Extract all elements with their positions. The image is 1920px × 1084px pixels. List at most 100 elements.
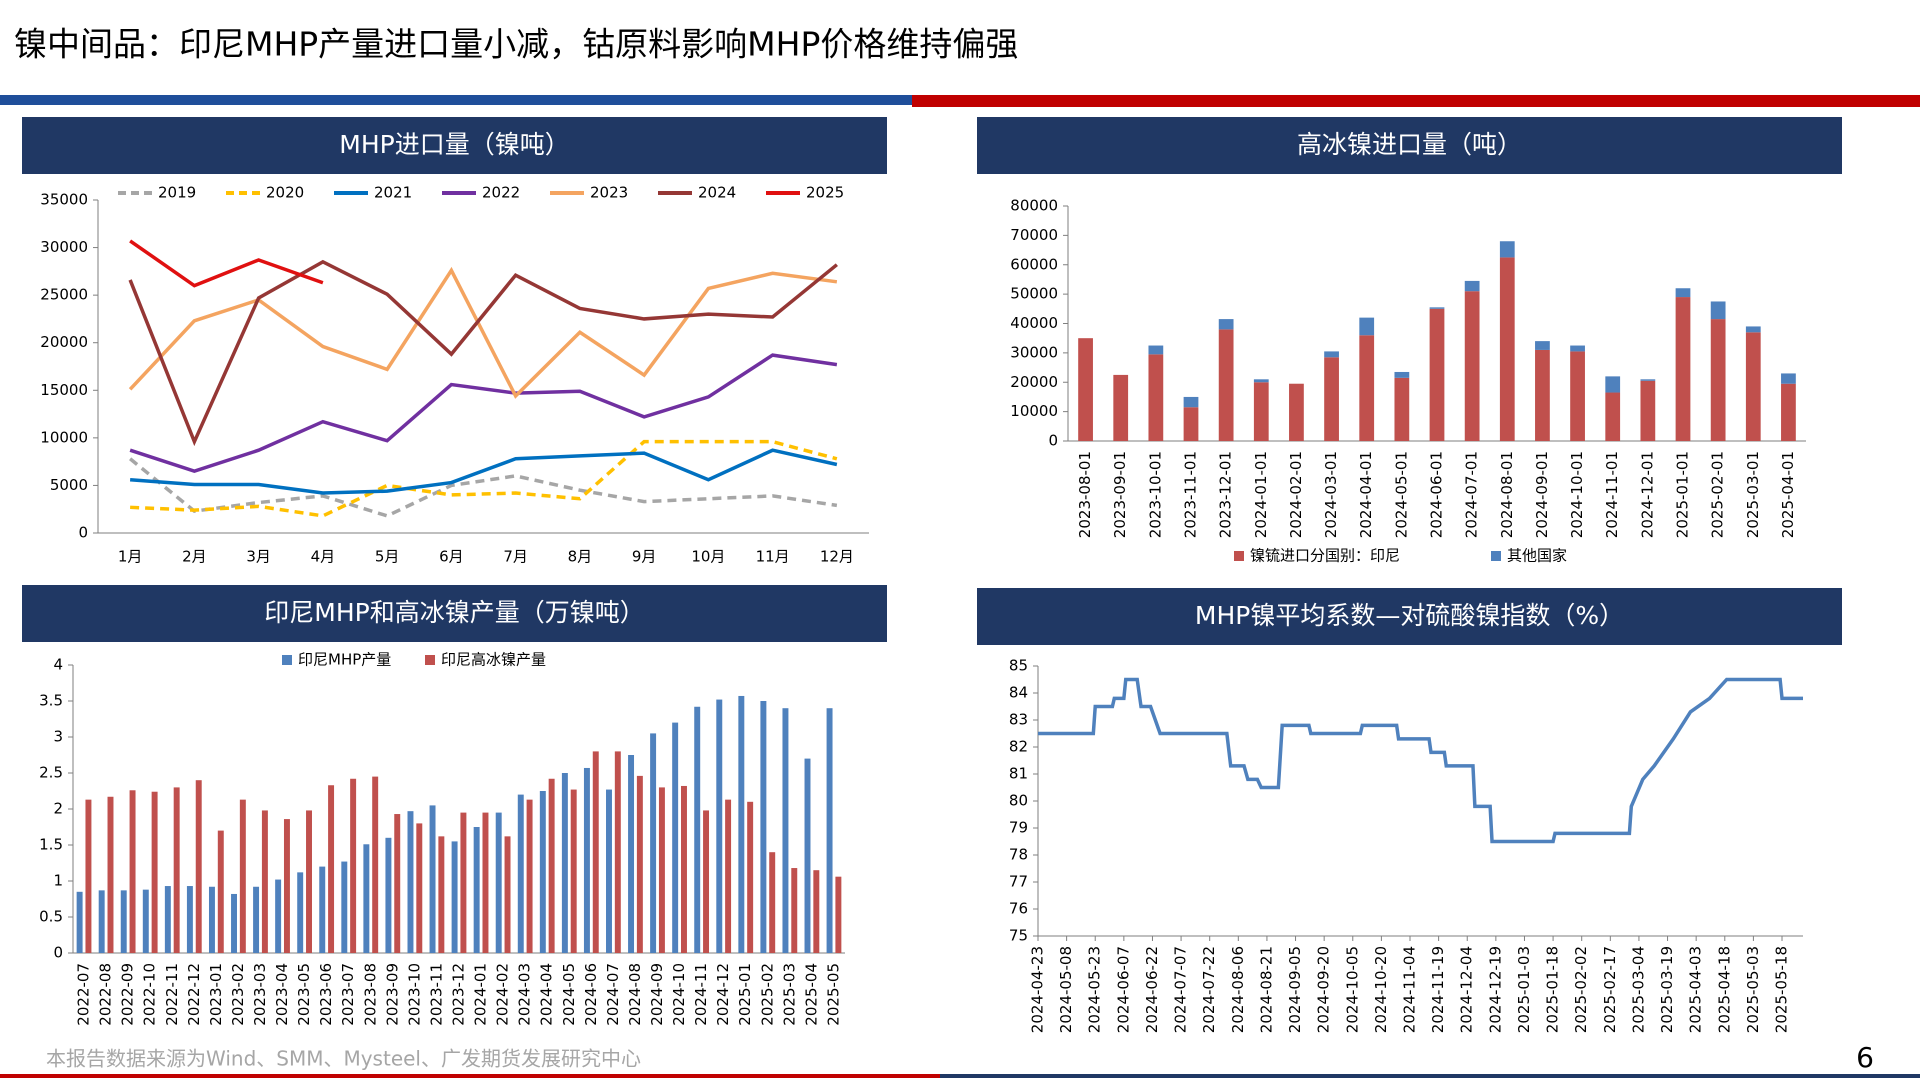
bar-segment <box>1535 341 1550 350</box>
x-tick-label: 5月 <box>375 548 400 566</box>
x-tick-label: 2024-12-01 <box>1638 451 1656 538</box>
y-tick-label: 80 <box>1009 792 1028 810</box>
x-tick-label: 2024-03-01 <box>1322 451 1340 538</box>
bar <box>164 886 171 953</box>
bar <box>539 791 546 953</box>
x-tick-label: 1月 <box>118 548 143 566</box>
slide-title: 镍中间品：印尼MHP产量进口量小减，钴原料影响MHP价格维持偏强 <box>14 25 1018 64</box>
x-tick-label: 2023-10 <box>405 963 423 1026</box>
bar <box>151 791 158 953</box>
x-tick-label: 2024-11-01 <box>1603 451 1621 538</box>
y-tick-label: 20000 <box>40 333 88 351</box>
y-tick-label: 85 <box>1009 657 1028 675</box>
x-tick-label: 2024-09-05 <box>1286 946 1304 1033</box>
x-tick-label: 2024-11-19 <box>1429 946 1447 1033</box>
bar-segment <box>1781 383 1796 441</box>
bar <box>769 852 776 953</box>
x-tick-label: 2023-03 <box>251 963 269 1026</box>
y-tick-label: 10000 <box>1010 402 1058 420</box>
bar-segment <box>1499 257 1515 441</box>
bar <box>791 868 798 953</box>
chart-title: MHP镍平均系数—对硫酸镍指数（%） <box>1195 601 1624 630</box>
bar-segment <box>1359 335 1375 441</box>
bar <box>120 890 127 953</box>
bar-segment <box>1570 345 1585 352</box>
x-tick-label: 2024-05 <box>560 963 578 1026</box>
y-tick-label: 79 <box>1009 819 1028 837</box>
panel-header <box>977 117 1842 174</box>
bar <box>636 775 643 953</box>
x-tick-label: 4月 <box>311 548 336 566</box>
x-tick-label: 2024-04-01 <box>1357 451 1375 538</box>
bar-segment <box>1113 374 1129 441</box>
bar-segment <box>1148 345 1164 355</box>
x-tick-label: 2023-02 <box>229 963 247 1026</box>
x-tick-label: 2024-02-01 <box>1287 451 1305 538</box>
page-number: 6 <box>1856 1041 1874 1074</box>
bar <box>372 776 379 953</box>
bar <box>350 778 357 953</box>
x-tick-label: 2023-05 <box>295 963 313 1026</box>
bar <box>253 886 260 953</box>
legend-swatch <box>1234 551 1244 561</box>
legend-label: 2020 <box>266 184 304 202</box>
y-tick-label: 0 <box>1048 432 1058 450</box>
bar <box>451 841 458 953</box>
bar <box>407 811 414 953</box>
bar-segment <box>1781 373 1796 384</box>
legend-swatch <box>282 655 292 665</box>
bar-segment <box>1464 291 1480 441</box>
x-tick-label: 2024-08-01 <box>1498 451 1516 538</box>
x-tick-label: 2023-07 <box>339 963 357 1026</box>
x-tick-label: 2023-04 <box>273 963 291 1026</box>
x-tick-label: 2024-08-06 <box>1229 946 1247 1033</box>
legend-label: 2024 <box>698 184 736 202</box>
y-tick-label: 4 <box>53 656 63 674</box>
x-tick-label: 2023-10-01 <box>1146 451 1164 538</box>
bar-segment <box>1464 280 1480 292</box>
y-tick-label: 0.5 <box>39 908 63 926</box>
bar <box>473 827 480 953</box>
x-tick-label: 2025-05 <box>824 963 842 1026</box>
bar-segment <box>1253 379 1269 383</box>
bar-segment <box>1218 329 1234 441</box>
bar <box>835 876 842 953</box>
x-tick-label: 2023-08 <box>361 963 379 1026</box>
x-tick-label: 2025-03-04 <box>1629 946 1647 1033</box>
x-tick-label: 2025-01-18 <box>1544 946 1562 1033</box>
bar <box>319 866 326 953</box>
y-tick-label: 30000 <box>1010 343 1058 361</box>
bar <box>429 805 436 953</box>
bar <box>694 706 701 953</box>
bar <box>297 872 304 953</box>
bar <box>614 751 621 953</box>
bar-segment <box>1324 351 1339 358</box>
bar <box>98 890 105 953</box>
bar <box>275 879 282 953</box>
panel-header <box>22 117 887 174</box>
bar <box>826 708 833 953</box>
x-tick-label: 2025-01-01 <box>1674 451 1692 538</box>
x-tick-label: 12月 <box>820 548 854 566</box>
x-tick-label: 2024-01-01 <box>1252 451 1270 538</box>
x-tick-label: 2024-04-23 <box>1029 946 1047 1033</box>
x-tick-label: 2025-03 <box>780 963 798 1026</box>
bar <box>782 708 789 953</box>
bar <box>208 886 215 953</box>
bar <box>482 812 489 953</box>
bar <box>606 789 612 953</box>
bar-segment <box>1359 317 1375 336</box>
source-note: 本报告数据来源为Wind、SMM、Mysteel、广发期货发展研究中心 <box>46 1047 641 1071</box>
series-line <box>130 439 838 518</box>
footer-bar-blue <box>940 1074 1920 1078</box>
x-tick-label: 2023-11 <box>427 963 445 1026</box>
x-tick-label: 2023-11-01 <box>1182 451 1200 538</box>
bar <box>142 889 149 953</box>
bar <box>517 794 524 953</box>
y-tick-label: 5000 <box>50 476 88 494</box>
x-tick-label: 2023-12 <box>450 963 468 1026</box>
bar <box>592 751 599 953</box>
x-tick-label: 2025-04 <box>802 963 820 1026</box>
x-tick-label: 2022-12 <box>185 963 203 1026</box>
